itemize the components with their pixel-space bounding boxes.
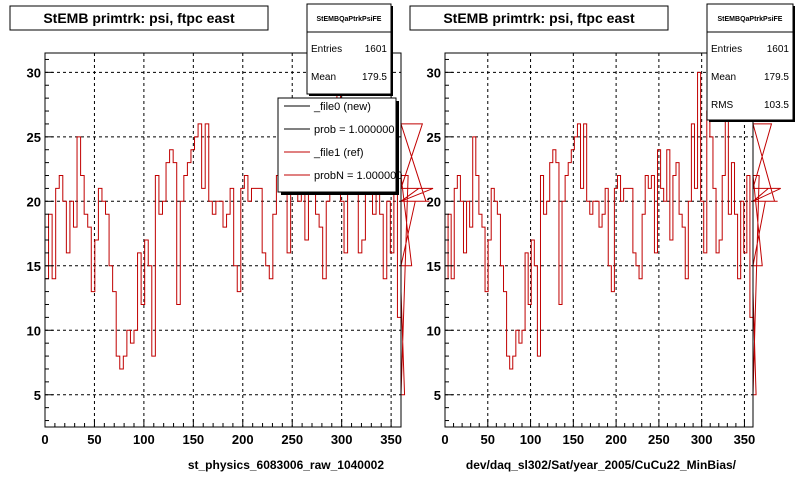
y-tick-label: 5: [34, 388, 41, 403]
legend-entry: _file1 (ref): [313, 147, 364, 159]
stats-box: [306, 3, 392, 95]
stats-label: Mean: [311, 72, 336, 83]
stats-value: 1601: [365, 44, 388, 55]
stats-value: 1601: [767, 44, 790, 55]
x-tick-label: 50: [87, 432, 101, 447]
y-tick-label: 20: [27, 194, 41, 209]
x-axis-label: dev/daq_sl302/Sat/year_2005/CuCu22_MinBi…: [466, 458, 737, 472]
x-tick-label: 100: [133, 432, 155, 447]
y-tick-label: 15: [27, 259, 41, 274]
y-tick-label: 10: [27, 323, 41, 338]
y-tick-label: 30: [427, 65, 441, 80]
title-box: [409, 5, 669, 31]
x-tick-label: 0: [41, 432, 48, 447]
legend-entry: _file0 (new): [313, 101, 371, 113]
y-tick-label: 25: [27, 130, 41, 145]
stats-value: 103.5: [764, 100, 789, 111]
x-tick-label: 50: [481, 432, 495, 447]
stats-label: Mean: [711, 72, 736, 83]
legend-box: [277, 97, 397, 193]
x-tick-label: 200: [232, 432, 254, 447]
x-tick-label: 250: [648, 432, 670, 447]
title-box: [9, 5, 269, 31]
stats-box: [706, 3, 794, 121]
x-tick-label: 300: [331, 432, 353, 447]
legend-entry: probN = 1.000000: [314, 170, 402, 182]
stats-label: Entries: [311, 44, 342, 55]
x-tick-label: 250: [281, 432, 303, 447]
x-tick-label: 350: [734, 432, 756, 447]
y-tick-label: 5: [434, 388, 441, 403]
legend-entry: prob = 1.000000: [314, 124, 394, 136]
x-tick-label: 150: [562, 432, 584, 447]
x-tick-label: 100: [520, 432, 542, 447]
stats-box-title: StEMBQaPtrkPsiFE: [718, 16, 783, 23]
y-tick-label: 30: [27, 65, 41, 80]
y-tick-label: 15: [427, 259, 441, 274]
x-tick-label: 300: [691, 432, 713, 447]
right-histogram-pad: 0 50 100 150 200 250 300 350 5 10 15 20 25 30 dev/daq_…: [409, 3, 795, 472]
stats-value: 179.5: [764, 72, 789, 83]
stats-label: Entries: [711, 44, 742, 55]
y-tick-label: 25: [427, 130, 441, 145]
y-tick-label: 20: [427, 194, 441, 209]
x-tick-label: 150: [182, 432, 204, 447]
left-histogram-pad: 0 50 100 150 200 250 300 350 5 10 15 20 25 30 st_physi…: [9, 3, 434, 472]
stats-label: RMS: [711, 100, 734, 111]
x-tick-label: 200: [605, 432, 627, 447]
chart-title: StEMB primtrk: psi, ftpc east: [443, 10, 635, 26]
x-tick-label: 0: [441, 432, 448, 447]
chart-title: StEMB primtrk: psi, ftpc east: [43, 10, 235, 26]
stats-value: 179.5: [362, 72, 387, 83]
stats-box-title: StEMBQaPtrkPsiFE: [317, 16, 382, 23]
y-tick-label: 10: [427, 323, 441, 338]
x-axis-label: st_physics_6083006_raw_1040002: [188, 458, 384, 472]
x-tick-label: 350: [380, 432, 402, 447]
